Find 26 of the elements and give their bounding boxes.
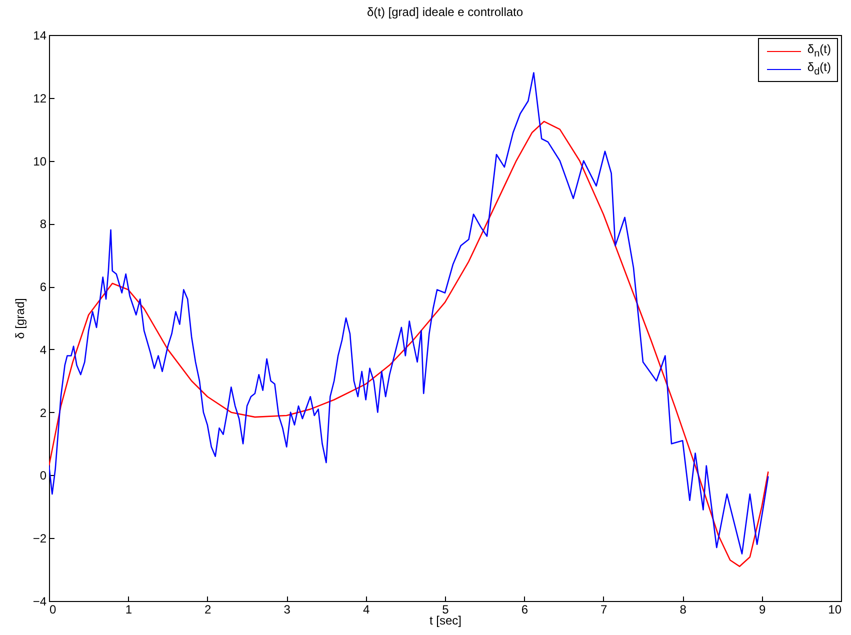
y-tick-label: 6: [40, 280, 47, 294]
x-tick-label: 10: [828, 602, 842, 616]
y-tick-label: 12: [33, 91, 47, 106]
x-tick-label: 0: [50, 602, 56, 616]
x-tick-label: 7: [600, 602, 608, 616]
y-tick-label: −4: [32, 594, 47, 608]
legend-label: δ$_{d}$(t): [807, 60, 831, 78]
x-axis-title: t [sec]: [429, 614, 462, 628]
y-tick-label: 0: [40, 468, 47, 483]
x-tick-label: 4: [362, 602, 370, 616]
legend-label: δ$_{n}$(t): [807, 42, 831, 60]
x-tick-label: 2: [204, 602, 212, 616]
y-tick-label: 2: [40, 406, 47, 420]
y-tick-label: 4: [40, 342, 47, 357]
y-tick-label: 14: [33, 28, 47, 42]
x-tick-label: 8: [680, 602, 687, 616]
x-tick-label: 3: [284, 602, 291, 616]
x-tick-label: 5: [442, 602, 450, 616]
y-tick-label: 8: [40, 217, 47, 232]
y-tick-label: −2: [32, 532, 47, 546]
chart-title: δ(t) [grad] ideale e controllato: [366, 5, 524, 19]
x-tick-label: 1: [125, 602, 132, 616]
x-tick-label: 6: [521, 602, 528, 616]
x-tick-label: 9: [758, 602, 766, 616]
y-axis-title: δ [grad]: [12, 298, 27, 339]
y-tick-label: 10: [33, 154, 47, 168]
